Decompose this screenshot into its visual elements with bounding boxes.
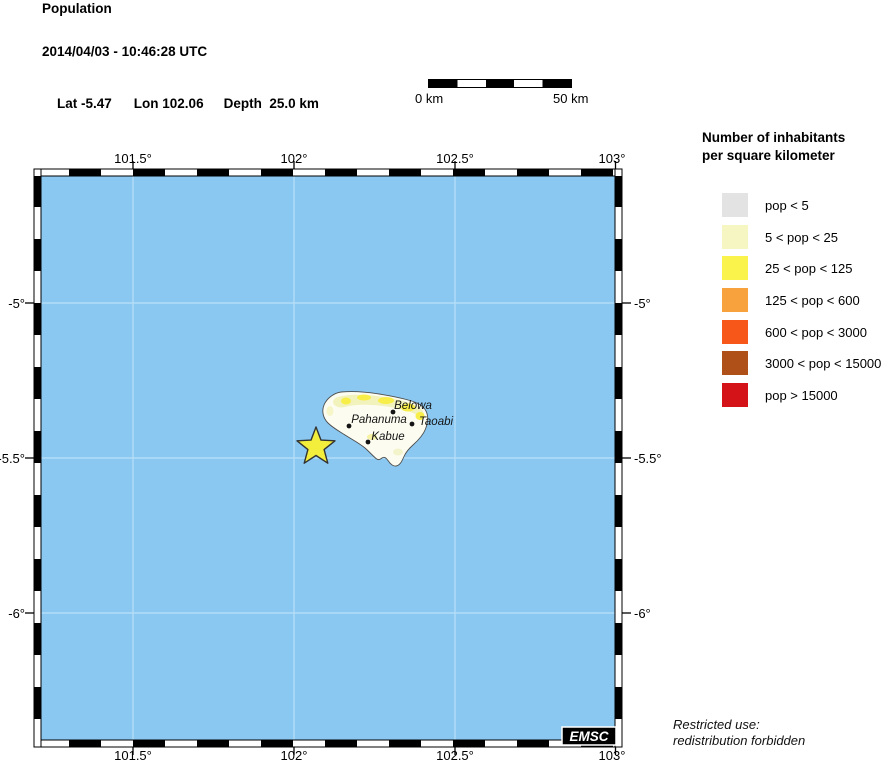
- town-dot: [365, 439, 371, 445]
- legend-item: pop > 15000: [722, 383, 838, 407]
- scale-start-label: 0 km: [415, 91, 444, 106]
- event-lon: Lon 102.06: [133, 96, 204, 111]
- epicenter-star-icon: [296, 426, 336, 464]
- event-datetime: 2014/04/03 - 10:46:28 UTC: [42, 44, 208, 59]
- emsc-badge: EMSC: [561, 726, 617, 746]
- axis-label-lon: 102°: [281, 748, 308, 763]
- axis-label-lat: -5.5°: [0, 451, 25, 466]
- event-coordinates: Lat -5.47 Lon 102.06 Depth 25.0 km: [42, 81, 319, 126]
- restricted-note-line1: Restricted use:: [673, 717, 760, 732]
- color-swatch: [722, 225, 748, 249]
- event-depth: Depth 25.0 km: [223, 96, 319, 111]
- towns: Belowa Pahanuma Taoabi Kabue: [346, 400, 454, 445]
- axis-label-lon: 101.5°: [114, 151, 152, 166]
- island-coastline: [322, 391, 429, 467]
- legend-item: 125 < pop < 600: [722, 288, 860, 312]
- town-label: Taoabi: [419, 416, 454, 428]
- color-swatch: [722, 383, 748, 407]
- legend-item: 600 < pop < 3000: [722, 320, 867, 344]
- legend-item: 3000 < pop < 15000: [722, 351, 881, 375]
- scale-end-label: 50 km: [553, 91, 589, 106]
- axis-label-lat: -6°: [8, 606, 25, 621]
- restricted-note: Restricted use: redistribution forbidden: [673, 717, 805, 749]
- axis-label-lat: -6°: [634, 606, 651, 621]
- legend-item-label: 5 < pop < 25: [765, 229, 839, 245]
- legend-item-label: 600 < pop < 3000: [765, 324, 867, 340]
- map-scale-bar: [428, 79, 572, 88]
- axis-label-lon: 102.5°: [436, 151, 474, 166]
- color-swatch: [722, 193, 748, 217]
- axis-ticks: [25, 161, 631, 755]
- color-swatch: [722, 256, 748, 280]
- legend: Number of inhabitants per square kilomet…: [702, 129, 887, 165]
- town-label: Pahanuma: [351, 414, 407, 426]
- legend-title-line1: Number of inhabitants: [702, 130, 846, 145]
- legend-item: 5 < pop < 25: [722, 225, 838, 249]
- emsc-badge-label: EMSC: [569, 729, 608, 744]
- legend-item-label: pop < 5: [765, 197, 809, 213]
- map-frame: [33, 168, 623, 748]
- page-title: Population: [42, 1, 112, 16]
- axis-label-lon: 103°: [599, 748, 626, 763]
- color-swatch: [722, 351, 748, 375]
- town-label: Kabue: [371, 431, 404, 443]
- legend-title-line2: per square kilometer: [702, 148, 835, 163]
- axis-label-lon: 102.5°: [436, 748, 474, 763]
- legend-item-label: 3000 < pop < 15000: [765, 355, 882, 371]
- town-dot: [409, 421, 415, 427]
- axis-label-lon: 101.5°: [114, 748, 152, 763]
- color-swatch: [722, 320, 748, 344]
- legend-item: 25 < pop < 125: [722, 256, 852, 280]
- restricted-note-line2: redistribution forbidden: [673, 733, 806, 748]
- axis-label-lon: 102°: [281, 151, 308, 166]
- axis-label-lat: -5°: [8, 296, 25, 311]
- graticule: [41, 176, 615, 740]
- legend-item-label: 125 < pop < 600: [765, 292, 860, 308]
- axis-labels: 101.5° 102° 102.5° 103° 101.5° 102° 102.…: [0, 151, 662, 763]
- color-swatch: [722, 288, 748, 312]
- population-patches: [326, 394, 425, 456]
- population-band-light: [333, 394, 424, 418]
- legend-item-label: 25 < pop < 125: [765, 260, 853, 276]
- axis-label-lat: -5°: [634, 296, 651, 311]
- town-label: Belowa: [394, 400, 432, 412]
- event-lat: Lat -5.47: [57, 96, 112, 111]
- legend-item: pop < 5: [722, 193, 809, 217]
- island: [322, 391, 429, 467]
- axis-label-lon: 103°: [599, 151, 626, 166]
- town-dot: [390, 409, 396, 415]
- town-dot: [346, 423, 352, 429]
- axis-label-lat: -5.5°: [634, 451, 662, 466]
- legend-item-label: pop > 15000: [765, 387, 838, 403]
